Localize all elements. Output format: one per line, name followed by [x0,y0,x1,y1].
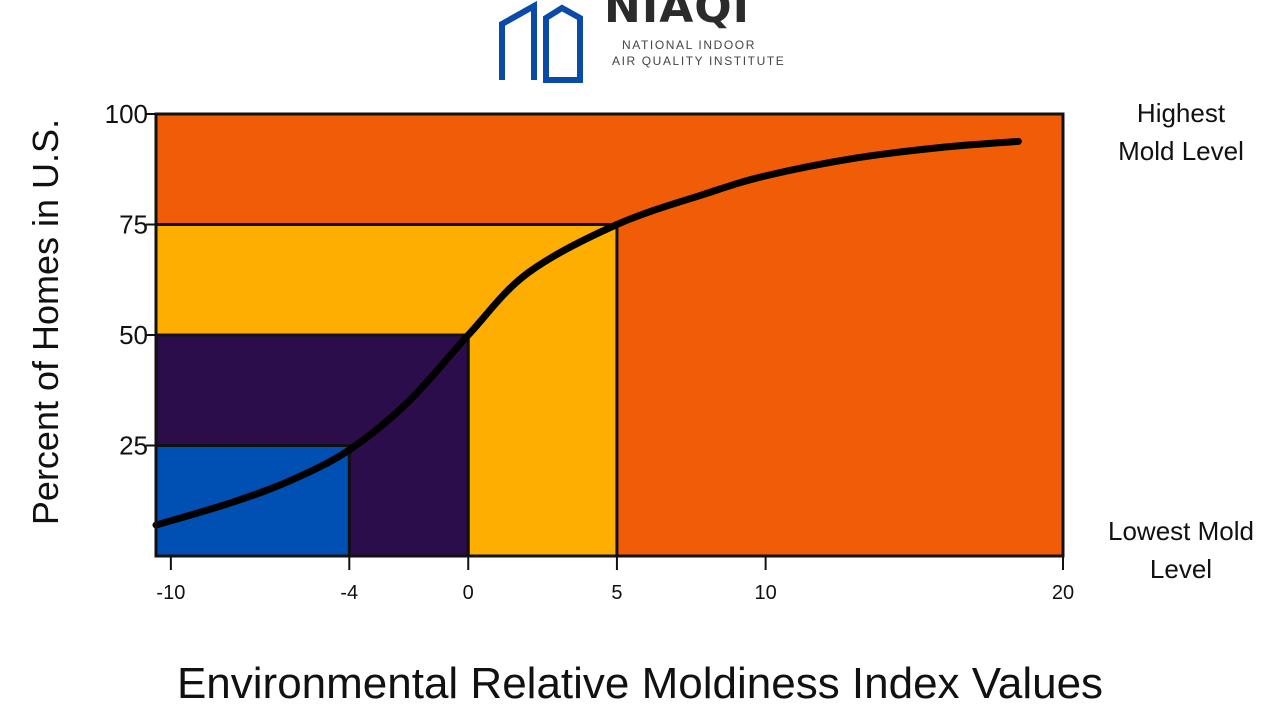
logo-subtitle-line2: AIR QUALITY INSTITUTE [612,54,786,68]
y-tick-label: 75 [119,210,148,240]
y-tick-label: 50 [119,320,148,350]
x-tick-label: 0 [463,582,474,604]
niaqi-logo [496,0,786,84]
x-tick-label: 5 [611,582,622,604]
logo-subtitle-line1: NATIONAL INDOOR [622,38,757,52]
lowest-mold-level-label: Lowest Mold Level [1108,516,1254,584]
x-axis-label: Environmental Relative Moldiness Index V… [176,659,1104,708]
y-tick-label: 25 [119,431,148,461]
x-tick-label: -4 [340,582,358,604]
x-tick-label: -10 [156,582,185,604]
distribution-curve [152,137,1022,529]
y-axis-label: Percent of Homes in U.S. [25,118,66,526]
house-outline-icon [499,0,583,83]
logo-wordmark: NIAQI [604,0,751,33]
mold-region-4 [154,444,351,558]
x-tick-label: 10 [754,582,776,604]
y-tick-label: 100 [105,99,148,129]
highest-mold-level-label: Highest Mold Level [1118,98,1244,166]
x-tick-label: 20 [1052,582,1074,604]
